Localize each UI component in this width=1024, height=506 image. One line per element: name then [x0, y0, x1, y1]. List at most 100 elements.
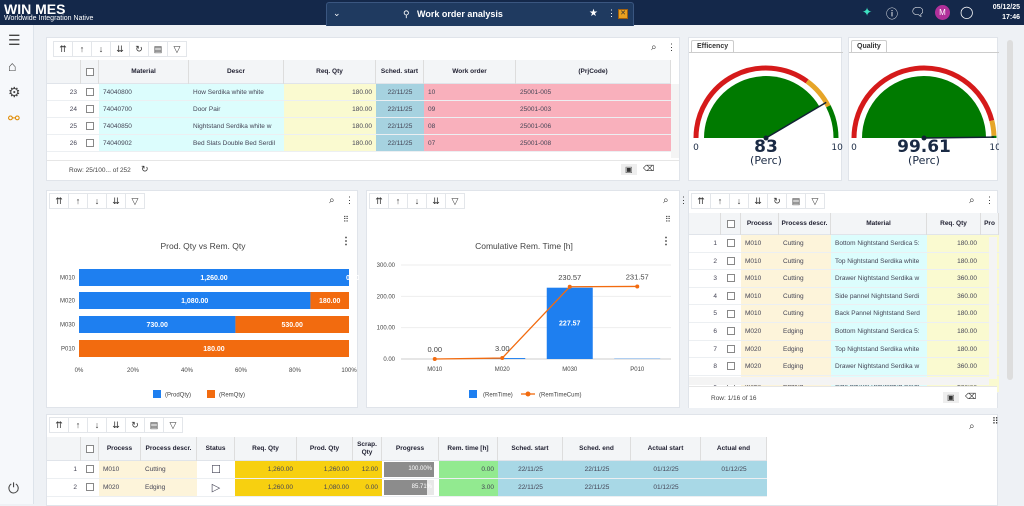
last-icon[interactable]: ⇊ [110, 41, 130, 57]
row-checkbox[interactable] [727, 257, 735, 265]
down-icon[interactable]: ↓ [87, 417, 107, 433]
menu-icon[interactable]: ☰ [8, 32, 21, 49]
chevron-down-icon[interactable]: ⌄ [333, 8, 341, 19]
row-checkbox[interactable] [86, 139, 94, 147]
column-header[interactable]: Pro [981, 213, 999, 235]
column-header[interactable] [47, 60, 81, 84]
column-header[interactable]: Process descr. [779, 213, 831, 235]
column-header[interactable]: Sched. end [563, 437, 631, 461]
table-cell[interactable] [721, 358, 741, 376]
refresh-status-icon[interactable]: ◯ [960, 5, 973, 19]
table-cell[interactable] [81, 461, 99, 479]
refresh-icon[interactable]: ↻ [767, 193, 787, 209]
row-checkbox[interactable] [86, 465, 94, 473]
column-header[interactable]: Prod. Qty [297, 437, 353, 461]
avatar[interactable]: M [935, 5, 950, 20]
horizontal-scrollbar[interactable] [689, 377, 989, 385]
select-all-checkbox[interactable] [86, 68, 94, 76]
eraser-icon[interactable]: ⌫ [643, 164, 654, 173]
table-cell[interactable] [721, 270, 741, 288]
up-icon[interactable]: ↑ [72, 41, 92, 57]
search-icon[interactable]: ⌕ [969, 195, 975, 206]
table-cell[interactable] [721, 341, 741, 359]
column-header[interactable]: Req. Qty [235, 437, 297, 461]
columns-icon[interactable]: ▤ [144, 417, 164, 433]
column-header[interactable]: (PrjCode) [516, 60, 671, 84]
row-checkbox[interactable] [727, 274, 735, 282]
down-icon[interactable]: ↓ [729, 193, 749, 209]
first-icon[interactable]: ⇈ [49, 417, 69, 433]
column-header[interactable]: Progress [382, 437, 439, 461]
save-icon[interactable]: ▣ [943, 392, 959, 403]
row-checkbox[interactable] [86, 483, 94, 491]
column-header[interactable]: Material [99, 60, 189, 84]
info-icon[interactable]: ⓘ [886, 5, 898, 22]
select-all-checkbox[interactable] [727, 220, 735, 228]
kebab-icon[interactable]: ⋮ [985, 195, 994, 206]
up-icon[interactable]: ↑ [68, 417, 88, 433]
column-header[interactable]: Actual start [631, 437, 701, 461]
column-header[interactable]: Process descr. [141, 437, 197, 461]
column-header[interactable]: Status [197, 437, 235, 461]
star-icon[interactable]: ★ [589, 8, 598, 19]
save-icon[interactable]: ▣ [621, 164, 637, 175]
row-checkbox[interactable] [727, 345, 735, 353]
workflow-icon[interactable]: ⚯ [8, 110, 20, 127]
column-header[interactable]: Scrap. Qty [353, 437, 382, 461]
refresh-icon[interactable]: ↻ [125, 417, 145, 433]
columns-icon[interactable]: ▤ [148, 41, 168, 57]
filter-icon[interactable]: ▽ [163, 417, 183, 433]
search-icon[interactable]: ⌕ [651, 42, 657, 53]
table-cell[interactable] [721, 235, 741, 253]
row-checkbox[interactable] [727, 239, 735, 247]
table-cell[interactable] [721, 288, 741, 306]
filter-icon[interactable]: ▽ [805, 193, 825, 209]
table-cell[interactable] [81, 84, 99, 101]
select-all-checkbox[interactable] [86, 445, 94, 453]
column-header[interactable]: Work order [424, 60, 516, 84]
refresh-icon[interactable]: ↻ [141, 164, 149, 175]
column-header[interactable]: Req. Qty [927, 213, 981, 235]
column-header[interactable] [81, 437, 99, 461]
column-header[interactable]: Actual end [701, 437, 767, 461]
table-cell[interactable] [81, 479, 99, 497]
search-icon[interactable]: ⌕ [969, 421, 975, 432]
table-cell[interactable] [721, 253, 741, 271]
column-header[interactable]: Sched. start [498, 437, 563, 461]
column-header[interactable]: Descr [189, 60, 284, 84]
first-icon[interactable]: ⇈ [53, 41, 73, 57]
eraser-icon[interactable]: ⌫ [965, 392, 976, 401]
column-header[interactable]: Material [831, 213, 927, 235]
table-cell[interactable] [81, 135, 99, 152]
home-icon[interactable]: ⌂ [8, 58, 16, 74]
row-checkbox[interactable] [727, 362, 735, 370]
columns-icon[interactable]: ▤ [786, 193, 806, 209]
table-cell[interactable] [81, 118, 99, 135]
row-checkbox[interactable] [727, 292, 735, 300]
row-checkbox[interactable] [86, 105, 94, 113]
vertical-scrollbar[interactable] [989, 237, 997, 379]
power-icon[interactable]: ⏻ [8, 480, 19, 497]
column-header[interactable]: Process [99, 437, 141, 461]
grid-icon[interactable]: ⠿ [992, 416, 999, 427]
row-checkbox[interactable] [86, 88, 94, 96]
chat-icon[interactable]: 🗨 [910, 5, 925, 19]
column-header[interactable]: Sched. start [376, 60, 424, 84]
column-header[interactable] [689, 213, 721, 235]
column-header[interactable] [721, 213, 741, 235]
filter-icon[interactable]: ▽ [167, 41, 187, 57]
row-checkbox[interactable] [727, 327, 735, 335]
column-header[interactable]: Req. Qty [284, 60, 376, 84]
row-checkbox[interactable] [86, 122, 94, 130]
kebab-icon[interactable]: ⋮ [667, 42, 676, 53]
column-header[interactable]: Rem. time [h] [439, 437, 498, 461]
refresh-icon[interactable]: ↻ [129, 41, 149, 57]
close-icon[interactable]: ✕ [618, 9, 628, 19]
play-icon[interactable]: ▷ [212, 482, 220, 494]
down-icon[interactable]: ↓ [91, 41, 111, 57]
table-cell[interactable] [81, 101, 99, 118]
column-header[interactable]: Process [741, 213, 779, 235]
table-cell[interactable] [721, 305, 741, 323]
stop-icon[interactable]: ☐ [211, 464, 221, 476]
settings-icon[interactable]: ⚙ [8, 84, 21, 101]
